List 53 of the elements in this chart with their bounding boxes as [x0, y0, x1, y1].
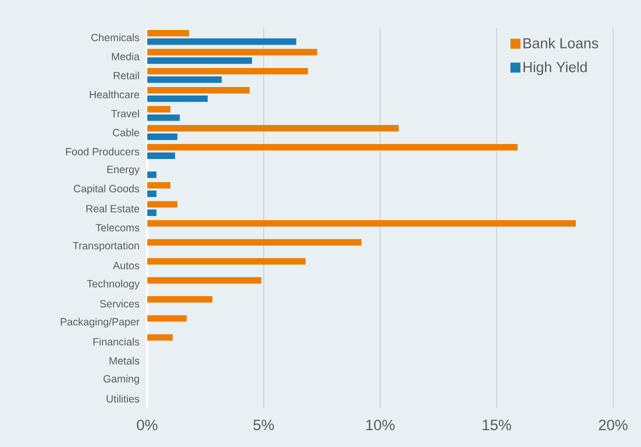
y-tick-label: Financials [93, 338, 140, 346]
bar [147, 68, 308, 74]
y-tick-label: Healthcare [90, 90, 140, 98]
bar [147, 57, 252, 64]
y-tick-label: Telecoms [96, 224, 140, 232]
bar [147, 171, 156, 178]
y-tick-label: Packaging/Paper [60, 318, 140, 328]
y-tick-label: Chemicals [91, 34, 140, 42]
y-tick-label: Real Estate [86, 204, 140, 212]
bar [147, 201, 178, 208]
x-tick-label: 5% [253, 420, 274, 430]
x-tick-label: 15% [482, 420, 512, 430]
y-tick-label: Autos [112, 262, 140, 270]
bar [147, 296, 212, 303]
y-tick-label: Media [112, 52, 140, 60]
bar [147, 144, 518, 150]
bar [147, 220, 576, 227]
bar [147, 76, 222, 83]
y-tick-label: Utilities [106, 394, 140, 403]
bar [147, 48, 318, 56]
bar [147, 277, 262, 284]
bar [147, 258, 306, 265]
x-tick-label: 0% [136, 420, 158, 430]
bar [147, 190, 156, 197]
y-tick-label: Travel [111, 110, 139, 118]
y-tick-label: Energy [107, 166, 140, 176]
legend-label: Bank Loans [524, 38, 598, 48]
legend-label: High Yield [524, 62, 587, 76]
x-tick-label: 20% [598, 420, 628, 430]
bar [147, 30, 190, 36]
bar [147, 239, 362, 246]
y-tick-label: Capital Goods [74, 184, 140, 194]
bar [147, 114, 180, 121]
bar [147, 38, 296, 45]
bar [147, 133, 178, 140]
y-tick-label: Food Producers [66, 148, 140, 156]
x-tick-label: 10% [366, 420, 395, 430]
bar [147, 106, 170, 112]
y-tick-label: Cable [112, 128, 140, 136]
y-tick-label: Technology [86, 280, 140, 290]
y-tick-label: Gaming [104, 374, 139, 385]
y-tick-label: Retail [114, 72, 139, 80]
bar [147, 182, 170, 189]
y-tick-label: Metals [110, 356, 140, 365]
bar [147, 315, 187, 322]
y-tick-label: Transportation [72, 242, 139, 252]
bar [147, 95, 208, 102]
y-tick-label: Services [100, 300, 140, 308]
bar [147, 124, 399, 132]
bar [147, 86, 250, 94]
bar [147, 334, 173, 341]
bar [147, 210, 156, 216]
bar [147, 152, 176, 159]
